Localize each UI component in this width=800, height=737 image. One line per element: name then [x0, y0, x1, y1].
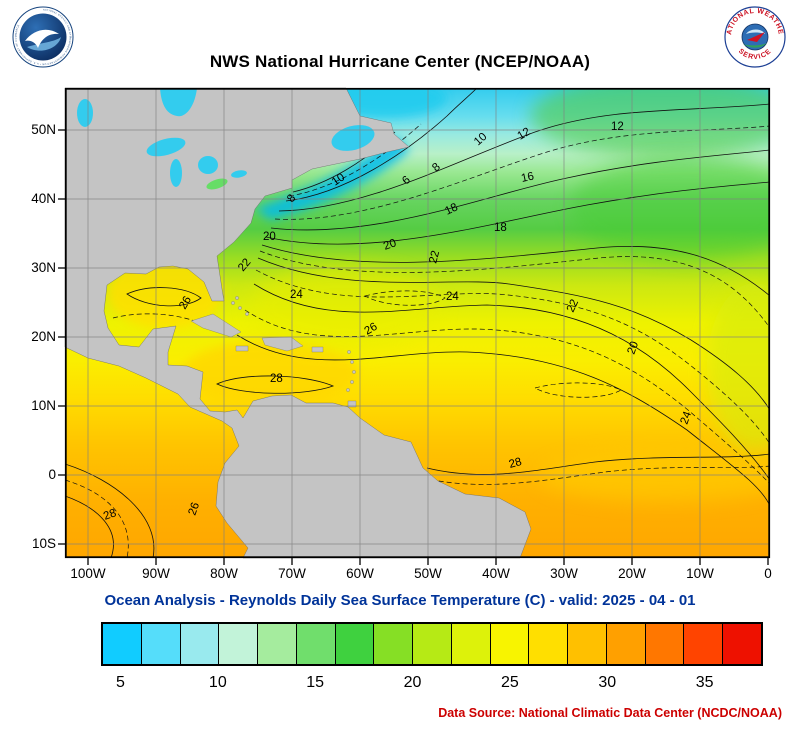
contour-label: 28 [508, 456, 523, 471]
colorbar-wrap: 5 10 15 20 25 30 35 [101, 622, 763, 700]
y-tick-0: 0 [48, 467, 56, 482]
colorbar [101, 622, 763, 666]
colorbar-cell [103, 624, 141, 664]
sst-map-canvas: 10 6 8 10 12 12 16 8 20 18 18 20 22 22 2… [58, 87, 771, 565]
colorbar-cell [373, 624, 413, 664]
noaa-wave [27, 37, 61, 51]
y-tick-10n: 10N [31, 398, 56, 413]
y-tick-40n: 40N [31, 191, 56, 206]
x-tick-40w: 40W [482, 566, 510, 581]
y-tick-30n: 30N [31, 260, 56, 275]
sst-map: 50N 40N 30N 20N 10N 0 10S 100W 90W 80W 7… [31, 87, 772, 581]
contour-label: 22 [565, 298, 581, 315]
colorbar-cell [489, 624, 529, 664]
colorbar-tick-25: 25 [500, 674, 519, 691]
y-tick-10s: 10S [31, 536, 56, 551]
contour-label: 28 [270, 373, 283, 385]
x-tick-80w: 80W [210, 566, 238, 581]
map-caption: Ocean Analysis - Reynolds Daily Sea Surf… [104, 592, 696, 609]
colorbar-cell [179, 624, 219, 664]
contour-label: 20 [382, 237, 398, 253]
colorbar-cell [295, 624, 335, 664]
contour-label: 24 [679, 409, 695, 426]
x-tick-100w: 100W [70, 566, 106, 581]
colorbar-cell [528, 624, 568, 664]
noaa-bird-icon [25, 29, 59, 48]
nws-sky [746, 29, 765, 34]
colorbar-cell [722, 624, 762, 664]
axis-ticks [58, 129, 769, 565]
contour-label: 24 [290, 289, 303, 301]
contour-label: 26 [363, 321, 380, 338]
x-tick-0: 0 [764, 566, 772, 581]
data-source: Data Source: National Climatic Data Cent… [438, 706, 782, 720]
contour-label: 20 [626, 340, 642, 356]
colorbar-cell [218, 624, 258, 664]
colorbar-cell [140, 624, 180, 664]
colorbar-cell [257, 624, 296, 664]
x-tick-30w: 30W [550, 566, 578, 581]
caribbean-islands [190, 296, 357, 408]
map-frame [64, 87, 771, 559]
colorbar-tick-35: 35 [695, 674, 714, 691]
contour-label: 26 [177, 294, 194, 311]
colorbar-cell [605, 624, 645, 664]
noaa-logo: NATIONAL OCEANIC AND ATMOSPHERIC ADMINIS… [12, 6, 74, 68]
contour-label: 24 [446, 291, 459, 303]
colorbar-tick-15: 15 [306, 674, 325, 691]
x-tick-90w: 90W [142, 566, 170, 581]
contour-label: 12 [516, 126, 533, 143]
contour-label: 22 [427, 249, 442, 264]
colorbar-tick-10: 10 [208, 674, 227, 691]
colorbar-cell [644, 624, 684, 664]
nws-sea [743, 43, 767, 48]
x-tick-60w: 60W [346, 566, 374, 581]
nws-bird-icon [747, 32, 765, 42]
colorbar-cell [412, 624, 451, 664]
colorbar-cell [567, 624, 606, 664]
contour-label: 18 [494, 222, 507, 234]
contour-label: 18 [443, 201, 460, 217]
y-tick-20n: 20N [31, 329, 56, 344]
colorbar-tick-5: 5 [116, 674, 125, 691]
x-tick-20w: 20W [618, 566, 646, 581]
contour-label: 26 [187, 501, 203, 517]
land-americas [64, 87, 532, 559]
contour-label: 28 [102, 507, 118, 523]
page-title: NWS National Hurricane Center (NCEP/NOAA… [209, 52, 591, 71]
colorbar-tick-20: 20 [403, 674, 422, 691]
colorbar-cell [683, 624, 723, 664]
x-tick-70w: 70W [278, 566, 306, 581]
x-tick-50w: 50W [414, 566, 442, 581]
grid [65, 88, 770, 558]
colorbar-cell [334, 624, 374, 664]
contour-label: 12 [611, 121, 624, 133]
x-tick-10w: 10W [686, 566, 714, 581]
colorbar-cell [450, 624, 490, 664]
contour-label: 16 [520, 171, 535, 185]
nws-logo: NATIONAL WEATHER SERVICE [724, 6, 786, 68]
contour-label: 20 [263, 231, 276, 243]
colorbar-tick-30: 30 [598, 674, 617, 691]
y-tick-50n: 50N [31, 122, 56, 137]
